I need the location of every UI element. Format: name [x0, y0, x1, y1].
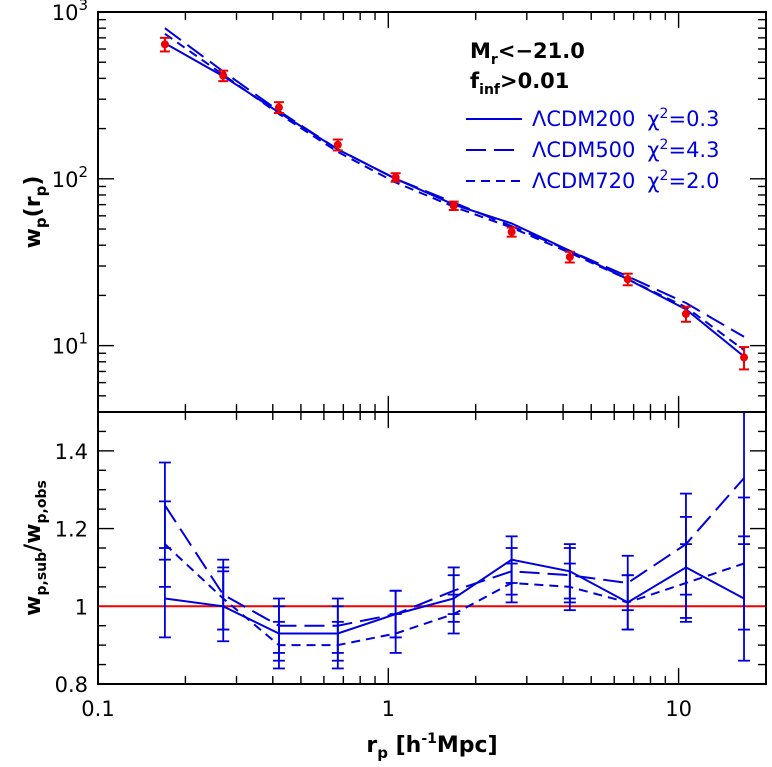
observed-point	[623, 275, 632, 284]
top-panel-frame	[97, 11, 767, 413]
top-y-tick-labels: 101 102 103	[52, 0, 88, 359]
top-axis-ticks	[97, 11, 767, 413]
observed-point	[274, 103, 283, 112]
x-tick-labels: 0.1 1 10	[81, 697, 692, 721]
observed-point	[160, 40, 169, 49]
y-tick-label: 0.8	[55, 673, 88, 697]
observed-point	[219, 71, 228, 80]
bottom-y-tick-labels: 0.8 1 1.2 1.4	[55, 440, 88, 697]
bottom-panel: 0.8 1 1.2 1.4 0.1 1 10 wp,sub/wp,obs rp [h-1M…	[21, 411, 767, 762]
y-tick-label: 1	[75, 595, 88, 619]
y-tick-label: 101	[52, 330, 88, 359]
y-tick-label: 1.2	[55, 518, 88, 542]
observed-point	[391, 173, 400, 182]
observed-point	[740, 353, 749, 362]
observed-point	[507, 227, 516, 236]
observed-points	[159, 36, 750, 371]
bottom-panel-frame	[97, 411, 767, 685]
legend-label-lcdm720: ΛCDM720 χ2=2.0	[532, 168, 719, 193]
y-tick-label: 102	[52, 163, 88, 192]
top-panel: 101 102 103 wp(rp) Mr<−21.0 finf>0.01 ΛCDM…	[21, 0, 767, 413]
observed-point	[449, 201, 458, 210]
x-axis-title: rp [h-1Mpc]	[366, 731, 497, 762]
observed-point	[681, 309, 690, 318]
magnitude-cut-annotation: Mr<−21.0	[470, 39, 585, 68]
bottom-error-bars	[158, 411, 751, 670]
x-tick-label: 10	[665, 697, 692, 721]
top-y-axis-title: wp(rp)	[21, 176, 50, 249]
legend: ΛCDM200 χ2=0.3 ΛCDM500 χ2=4.3 ΛCDM720 χ2=2.…	[466, 106, 719, 193]
infall-fraction-annotation: finf>0.01	[470, 69, 569, 98]
observed-point	[565, 252, 574, 261]
x-tick-label: 1	[382, 697, 395, 721]
bottom-axis-ticks	[97, 411, 767, 685]
legend-label-lcdm500: ΛCDM500 χ2=4.3	[532, 137, 719, 162]
y-tick-label: 103	[52, 0, 88, 25]
observed-point	[333, 140, 342, 149]
y-tick-label: 1.4	[55, 440, 88, 464]
series-line-lcdm200	[164, 42, 745, 358]
bottom-y-axis-title: wp,sub/wp,obs	[21, 480, 50, 616]
x-tick-label: 0.1	[81, 697, 114, 721]
legend-label-lcdm200: ΛCDM200 χ2=0.3	[532, 106, 719, 131]
